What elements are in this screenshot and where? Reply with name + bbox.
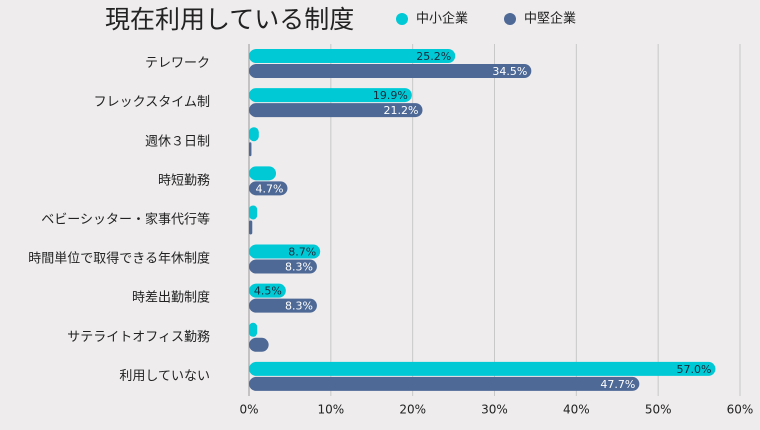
chart-title: 現在利用している制度 xyxy=(105,5,354,34)
bar xyxy=(249,244,321,259)
bar xyxy=(249,88,412,103)
y-tick-label: 時間単位で取得できる年休制度 xyxy=(28,251,210,267)
legend-marker xyxy=(504,13,516,25)
y-tick-label: フレックスタイム制 xyxy=(94,95,210,110)
x-tick-label: 20% xyxy=(399,403,426,417)
bar xyxy=(249,298,317,313)
value-label: 21.2% xyxy=(384,104,419,117)
bar xyxy=(249,205,258,220)
x-tick-label: 50% xyxy=(645,403,672,417)
value-label: 4.7% xyxy=(256,182,284,195)
value-label: 57.0% xyxy=(676,363,711,376)
value-label: 8.7% xyxy=(288,246,316,259)
bar xyxy=(249,220,253,235)
value-label: 34.5% xyxy=(492,65,527,78)
value-label: 8.3% xyxy=(285,261,313,274)
bar xyxy=(249,166,277,181)
bar xyxy=(249,142,252,157)
x-tick-label: 60% xyxy=(727,403,754,417)
y-tick-label: 時短勤務 xyxy=(158,173,210,188)
x-tick-label: 10% xyxy=(317,403,344,417)
legend-label: 中小企業 xyxy=(416,11,468,27)
bar xyxy=(249,337,269,352)
y-tick-label: 時差出勤制度 xyxy=(132,290,210,306)
bar xyxy=(249,322,258,337)
y-tick-label: 週休３日制 xyxy=(145,134,210,149)
bar xyxy=(249,259,317,274)
x-tick-label: 30% xyxy=(481,403,508,417)
value-label: 47.7% xyxy=(600,378,635,391)
y-tick-label: ベビーシッター・家事代行等 xyxy=(41,212,210,228)
y-tick-label: 利用していない xyxy=(119,369,210,384)
bar xyxy=(249,103,423,118)
y-tick-label: テレワーク xyxy=(145,56,210,71)
x-tick-label: 0% xyxy=(239,403,258,417)
bar xyxy=(249,64,532,78)
bar xyxy=(249,49,456,63)
bar xyxy=(249,181,288,196)
y-tick-label: サテライトオフィス勤務 xyxy=(67,330,210,345)
value-label: 25.2% xyxy=(416,50,451,63)
legend-marker xyxy=(396,13,408,25)
legend-label: 中堅企業 xyxy=(524,11,576,27)
value-label: 19.9% xyxy=(373,89,408,102)
value-label: 4.5% xyxy=(254,285,282,298)
bar xyxy=(249,361,716,376)
x-tick-label: 40% xyxy=(563,403,590,417)
value-label: 8.3% xyxy=(285,300,313,313)
bar xyxy=(249,283,286,298)
bar xyxy=(249,376,640,391)
bar xyxy=(249,127,259,142)
